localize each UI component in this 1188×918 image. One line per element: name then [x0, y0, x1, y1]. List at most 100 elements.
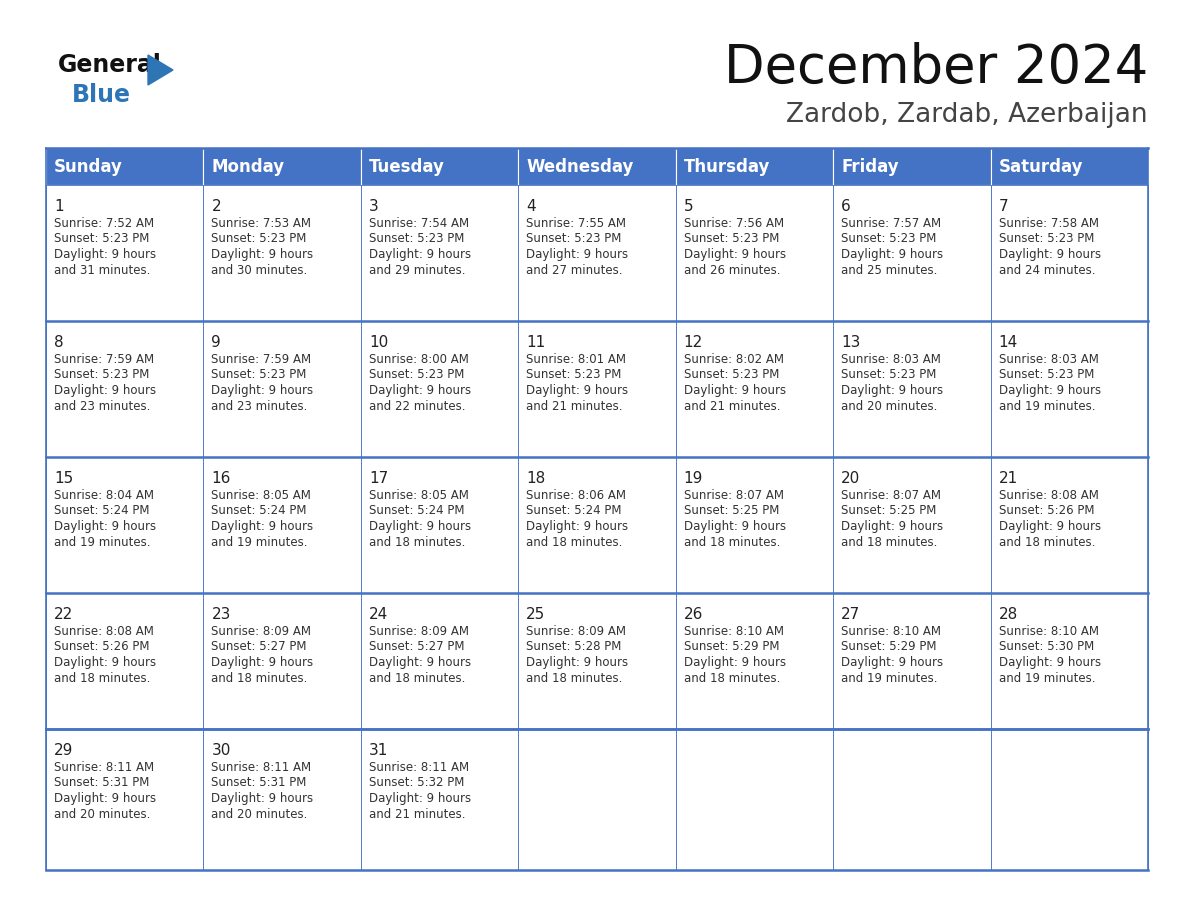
Text: Sunset: 5:25 PM: Sunset: 5:25 PM — [684, 505, 779, 518]
Text: Monday: Monday — [211, 158, 285, 175]
Text: and 21 minutes.: and 21 minutes. — [526, 399, 623, 412]
Text: and 19 minutes.: and 19 minutes. — [999, 399, 1095, 412]
Bar — [991, 321, 1148, 457]
Bar — [676, 185, 833, 321]
Bar — [833, 729, 991, 870]
Text: Sunset: 5:23 PM: Sunset: 5:23 PM — [53, 368, 150, 382]
Text: Sunset: 5:27 PM: Sunset: 5:27 PM — [211, 641, 307, 654]
Text: 3: 3 — [368, 199, 379, 214]
Bar — [518, 729, 676, 870]
Text: Daylight: 9 hours: Daylight: 9 hours — [841, 520, 943, 533]
Bar — [833, 185, 991, 321]
Text: 10: 10 — [368, 335, 388, 350]
Text: and 18 minutes.: and 18 minutes. — [368, 671, 466, 685]
Text: and 21 minutes.: and 21 minutes. — [368, 808, 466, 821]
Text: Sunset: 5:24 PM: Sunset: 5:24 PM — [526, 505, 621, 518]
Text: 18: 18 — [526, 471, 545, 486]
Text: Sunset: 5:23 PM: Sunset: 5:23 PM — [999, 232, 1094, 245]
Text: Sunset: 5:32 PM: Sunset: 5:32 PM — [368, 777, 465, 789]
Text: Daylight: 9 hours: Daylight: 9 hours — [368, 520, 470, 533]
Text: and 30 minutes.: and 30 minutes. — [211, 263, 308, 276]
Text: Daylight: 9 hours: Daylight: 9 hours — [526, 520, 628, 533]
Text: Sunrise: 8:03 AM: Sunrise: 8:03 AM — [999, 353, 1099, 366]
Text: Sunrise: 8:09 AM: Sunrise: 8:09 AM — [526, 625, 626, 638]
Text: Sunrise: 7:56 AM: Sunrise: 7:56 AM — [684, 217, 784, 230]
Bar — [676, 148, 833, 185]
Text: and 19 minutes.: and 19 minutes. — [53, 535, 151, 548]
Text: 12: 12 — [684, 335, 703, 350]
Text: Sunset: 5:31 PM: Sunset: 5:31 PM — [53, 777, 150, 789]
Bar — [361, 185, 518, 321]
Text: and 21 minutes.: and 21 minutes. — [684, 399, 781, 412]
Bar — [46, 321, 203, 457]
Text: and 19 minutes.: and 19 minutes. — [211, 535, 308, 548]
Text: Sunset: 5:23 PM: Sunset: 5:23 PM — [53, 232, 150, 245]
Text: 15: 15 — [53, 471, 74, 486]
Text: Zardob, Zardab, Azerbaijan: Zardob, Zardab, Azerbaijan — [786, 102, 1148, 128]
Text: Sunrise: 8:10 AM: Sunrise: 8:10 AM — [684, 625, 784, 638]
Text: Sunset: 5:23 PM: Sunset: 5:23 PM — [526, 232, 621, 245]
Text: Daylight: 9 hours: Daylight: 9 hours — [211, 248, 314, 261]
Text: Daylight: 9 hours: Daylight: 9 hours — [841, 384, 943, 397]
Text: General: General — [58, 53, 162, 77]
Text: Sunset: 5:24 PM: Sunset: 5:24 PM — [211, 505, 307, 518]
Bar — [203, 321, 361, 457]
Text: Sunrise: 8:06 AM: Sunrise: 8:06 AM — [526, 489, 626, 502]
Text: 28: 28 — [999, 607, 1018, 622]
Text: Tuesday: Tuesday — [368, 158, 444, 175]
Text: Sunrise: 8:08 AM: Sunrise: 8:08 AM — [53, 625, 154, 638]
Text: Daylight: 9 hours: Daylight: 9 hours — [211, 792, 314, 805]
Text: 30: 30 — [211, 743, 230, 758]
Text: 25: 25 — [526, 607, 545, 622]
Bar — [361, 457, 518, 593]
Text: Daylight: 9 hours: Daylight: 9 hours — [53, 656, 156, 669]
Text: Sunrise: 8:05 AM: Sunrise: 8:05 AM — [211, 489, 311, 502]
Text: Sunset: 5:25 PM: Sunset: 5:25 PM — [841, 505, 936, 518]
Text: Daylight: 9 hours: Daylight: 9 hours — [526, 384, 628, 397]
Text: Sunrise: 8:01 AM: Sunrise: 8:01 AM — [526, 353, 626, 366]
Text: 19: 19 — [684, 471, 703, 486]
Bar — [833, 457, 991, 593]
Text: and 23 minutes.: and 23 minutes. — [53, 399, 151, 412]
Text: Sunset: 5:23 PM: Sunset: 5:23 PM — [841, 232, 936, 245]
Text: Sunrise: 8:07 AM: Sunrise: 8:07 AM — [841, 489, 941, 502]
Bar — [518, 457, 676, 593]
Text: Sunrise: 7:59 AM: Sunrise: 7:59 AM — [211, 353, 311, 366]
Text: Sunset: 5:23 PM: Sunset: 5:23 PM — [368, 232, 465, 245]
Bar — [203, 185, 361, 321]
Text: 1: 1 — [53, 199, 64, 214]
Text: Saturday: Saturday — [999, 158, 1083, 175]
Text: and 29 minutes.: and 29 minutes. — [368, 263, 466, 276]
Text: Daylight: 9 hours: Daylight: 9 hours — [211, 520, 314, 533]
Bar — [203, 148, 361, 185]
Text: Daylight: 9 hours: Daylight: 9 hours — [368, 792, 470, 805]
Bar — [46, 185, 203, 321]
Text: Sunset: 5:27 PM: Sunset: 5:27 PM — [368, 641, 465, 654]
Text: Sunset: 5:23 PM: Sunset: 5:23 PM — [211, 232, 307, 245]
Text: 20: 20 — [841, 471, 860, 486]
Text: Sunset: 5:24 PM: Sunset: 5:24 PM — [53, 505, 150, 518]
Text: and 20 minutes.: and 20 minutes. — [211, 808, 308, 821]
Text: and 19 minutes.: and 19 minutes. — [999, 671, 1095, 685]
Text: Sunset: 5:31 PM: Sunset: 5:31 PM — [211, 777, 307, 789]
Text: 22: 22 — [53, 607, 74, 622]
Bar — [833, 148, 991, 185]
Text: Sunrise: 7:52 AM: Sunrise: 7:52 AM — [53, 217, 154, 230]
Text: and 18 minutes.: and 18 minutes. — [684, 671, 781, 685]
Text: and 18 minutes.: and 18 minutes. — [684, 535, 781, 548]
Text: Sunset: 5:29 PM: Sunset: 5:29 PM — [841, 641, 936, 654]
Text: Sunset: 5:23 PM: Sunset: 5:23 PM — [368, 368, 465, 382]
Text: Daylight: 9 hours: Daylight: 9 hours — [53, 384, 156, 397]
Text: Daylight: 9 hours: Daylight: 9 hours — [999, 248, 1101, 261]
Text: and 18 minutes.: and 18 minutes. — [368, 535, 466, 548]
Bar — [46, 457, 203, 593]
Text: 16: 16 — [211, 471, 230, 486]
Text: 11: 11 — [526, 335, 545, 350]
Text: 31: 31 — [368, 743, 388, 758]
Text: Daylight: 9 hours: Daylight: 9 hours — [53, 520, 156, 533]
Text: Daylight: 9 hours: Daylight: 9 hours — [684, 520, 785, 533]
Text: Sunrise: 8:10 AM: Sunrise: 8:10 AM — [841, 625, 941, 638]
Bar — [833, 321, 991, 457]
Text: 14: 14 — [999, 335, 1018, 350]
Text: Sunrise: 8:10 AM: Sunrise: 8:10 AM — [999, 625, 1099, 638]
